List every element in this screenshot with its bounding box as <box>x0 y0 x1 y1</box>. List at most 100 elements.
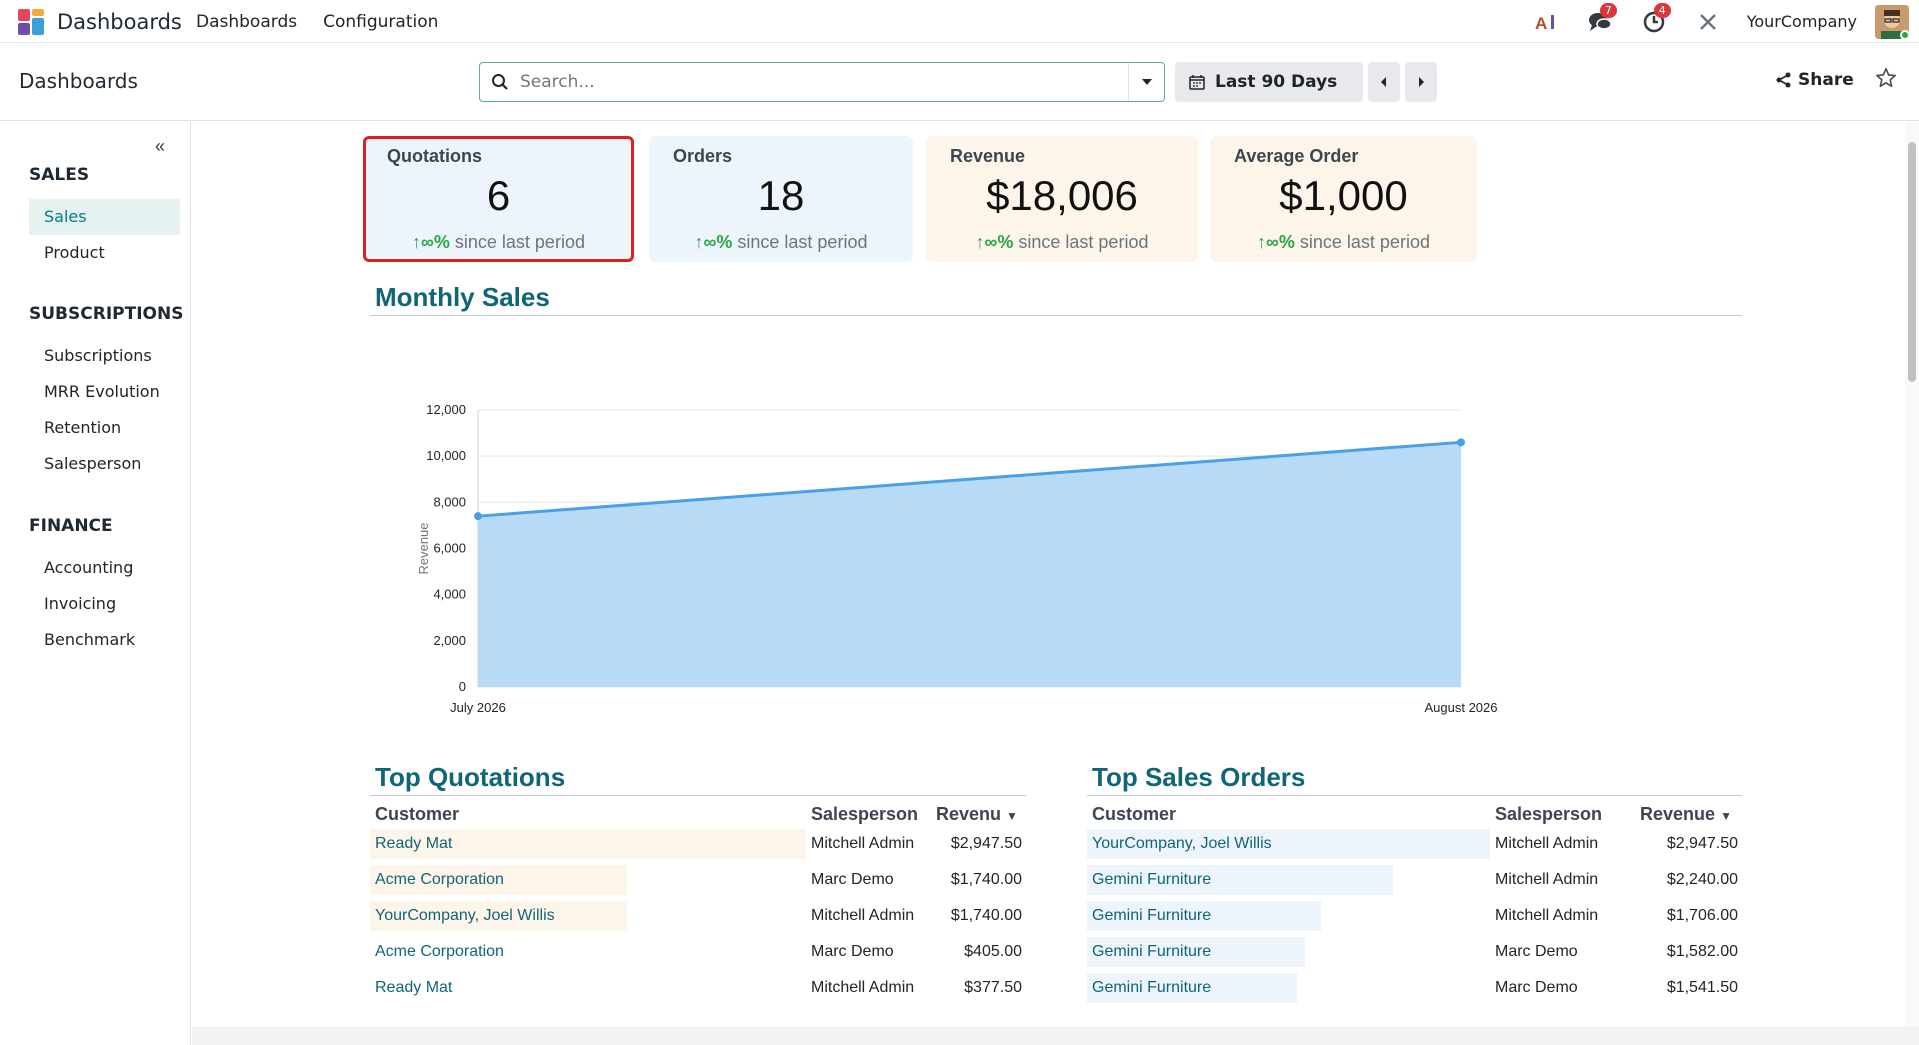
date-filter-button[interactable]: Last 90 Days <box>1175 62 1363 102</box>
sidebar-item-salesperson[interactable]: Salesperson <box>44 454 142 473</box>
top-quotations-title: Top Quotations <box>375 762 566 792</box>
revenue-cell: $2,240.00 <box>1666 871 1738 888</box>
revenue-cell: $1,541.50 <box>1666 979 1738 996</box>
table-row[interactable]: Gemini Furniture Marc Demo $1,582.00 <box>1087 935 1742 969</box>
y-tick-label: 0 <box>459 679 466 694</box>
kpi-trend-suffix: since last period <box>454 232 585 252</box>
column-header-revenue[interactable]: Revenu ▼ <box>936 804 1018 825</box>
sidebar-item-accounting[interactable]: Accounting <box>44 558 134 577</box>
y-tick-label: 12,000 <box>426 402 466 417</box>
kpi-trend-suffix: since last period <box>1018 232 1149 252</box>
collapse-sidebar-icon[interactable]: « <box>155 136 166 156</box>
customer-cell[interactable]: YourCompany, Joel Willis <box>1092 835 1272 852</box>
table-row[interactable]: Gemini Furniture Marc Demo $1,541.50 <box>1087 971 1742 1005</box>
customer-cell[interactable]: Ready Mat <box>375 979 453 996</box>
share-button[interactable]: Share <box>1776 70 1854 90</box>
activities-clock-icon[interactable]: 4 <box>1639 2 1671 37</box>
previous-period-button[interactable] <box>1368 62 1400 102</box>
series-line <box>477 440 1462 518</box>
search-input[interactable] <box>520 72 1128 92</box>
kpi-trend-value: ∞% <box>703 232 733 252</box>
kpi-value: 6 <box>486 172 511 219</box>
divider <box>370 315 1742 316</box>
revenue-cell: $405.00 <box>964 943 1022 960</box>
customer-cell[interactable]: Gemini Furniture <box>1092 979 1212 996</box>
sidebar-item-sales[interactable]: Sales <box>29 199 180 235</box>
kpi-label: Quotations <box>387 146 482 166</box>
kpi-orders[interactable]: Orders 18 ↑∞% since last period <box>649 136 913 262</box>
revenue-bar <box>1087 865 1394 895</box>
sort-down-icon: ▼ <box>1720 809 1732 823</box>
sidebar-item-mrr-evolution[interactable]: MRR Evolution <box>44 382 160 401</box>
table-row[interactable]: Acme Corporation Marc Demo $405.00 <box>370 935 1026 969</box>
app-name[interactable]: Dashboards <box>57 10 182 34</box>
column-header-salesperson[interactable]: Salesperson <box>1495 804 1603 824</box>
company-switcher[interactable]: YourCompany <box>1746 12 1857 31</box>
top-sales-orders-table: Customer Salesperson Revenue ▼ YourCompa… <box>1087 798 1742 1027</box>
menu-configuration[interactable]: Configuration <box>323 12 439 32</box>
breadcrumb: Dashboards <box>19 69 138 93</box>
sidebar-item-benchmark[interactable]: Benchmark <box>44 630 136 649</box>
next-period-button[interactable] <box>1405 62 1437 102</box>
table-row[interactable]: Acme Corporation Marc Demo $1,740.00 <box>370 863 1026 897</box>
kpi-quotations[interactable]: Quotations 6 ↑∞% since last period <box>363 136 634 262</box>
salesperson-cell: Mitchell Admin <box>811 979 915 996</box>
caret-down-icon <box>1141 79 1152 85</box>
menu-dashboards[interactable]: Dashboards <box>196 12 298 32</box>
vertical-scrollbar[interactable] <box>1905 122 1919 1027</box>
scrollbar-thumb[interactable] <box>1908 142 1916 382</box>
column-header-salesperson[interactable]: Salesperson <box>811 804 919 824</box>
customer-cell[interactable]: Acme Corporation <box>375 943 504 960</box>
revenue-bar <box>1087 973 1297 1003</box>
sidebar-item-product[interactable]: Product <box>44 243 105 262</box>
table-row[interactable]: Ready Mat Mitchell Admin $377.50 <box>370 971 1026 1005</box>
sidebar-item-subscriptions[interactable]: Subscriptions <box>44 346 152 365</box>
kpi-label: Orders <box>673 146 733 166</box>
revenue-bar <box>1087 937 1305 967</box>
monthly-sales-chart[interactable]: 0 2,000 4,000 6,000 8,000 10,000 12,000 Revenue… <box>392 337 1752 717</box>
favorite-star-icon[interactable] <box>1875 67 1897 94</box>
messages-icon[interactable]: 7 <box>1585 2 1617 37</box>
share-label: Share <box>1798 70 1854 90</box>
y-tick-label: 8,000 <box>433 494 466 509</box>
search-bar[interactable] <box>479 62 1165 102</box>
y-axis-label: Revenue <box>416 522 431 574</box>
tools-icon[interactable] <box>1693 7 1723 37</box>
kpi-label: Average Order <box>1234 146 1359 166</box>
ai-icon[interactable]: A <box>1531 7 1561 37</box>
salesperson-cell: Mitchell Admin <box>1495 907 1599 924</box>
sidebar-item-invoicing[interactable]: Invoicing <box>44 594 117 613</box>
table-row[interactable]: YourCompany, Joel Willis Mitchell Admin $2… <box>1087 827 1742 861</box>
horizontal-scroll-area <box>192 1027 1919 1045</box>
salesperson-cell: Marc Demo <box>811 871 894 888</box>
customer-cell[interactable]: Acme Corporation <box>375 871 504 888</box>
user-avatar[interactable] <box>1875 4 1909 39</box>
table-row[interactable]: Gemini Furniture Mitchell Admin $2,240.00 <box>1087 863 1742 897</box>
salesperson-cell: Mitchell Admin <box>1495 835 1599 852</box>
customer-cell[interactable]: Gemini Furniture <box>1092 907 1212 924</box>
customer-cell[interactable]: Ready Mat <box>375 835 453 852</box>
dashboards-app-icon[interactable] <box>17 8 45 36</box>
table-row[interactable]: Ready Mat Mitchell Admin $2,947.50 <box>370 827 1026 861</box>
sidebar-item-retention[interactable]: Retention <box>44 418 122 437</box>
table-row[interactable]: YourCompany, Joel Willis Mitchell Admin $1… <box>370 899 1026 933</box>
kpi-revenue[interactable]: Revenue $18,006 ↑∞% since last period <box>926 136 1198 262</box>
svg-text:A: A <box>1535 14 1547 32</box>
divider <box>1087 795 1742 796</box>
revenue-cell: $1,706.00 <box>1666 907 1738 924</box>
revenue-cell: $2,947.50 <box>950 835 1022 852</box>
customer-cell[interactable]: Gemini Furniture <box>1092 871 1212 888</box>
kpi-average-order[interactable]: Average Order $1,000 ↑∞% since last peri… <box>1210 136 1477 262</box>
table-row[interactable]: Gemini Furniture Mitchell Admin $1,706.00 <box>1087 899 1742 933</box>
search-options-toggle[interactable] <box>1128 63 1164 101</box>
caret-right-icon <box>1419 77 1424 87</box>
customer-cell[interactable]: Gemini Furniture <box>1092 943 1212 960</box>
sort-down-icon: ▼ <box>1006 809 1018 823</box>
revenue-cell: $377.50 <box>964 979 1022 996</box>
column-header-revenue[interactable]: Revenue ▼ <box>1640 804 1732 825</box>
column-header-customer[interactable]: Customer <box>375 804 460 824</box>
column-header-customer[interactable]: Customer <box>1092 804 1177 824</box>
trend-up-arrow-icon: ↑ <box>412 232 422 252</box>
kpi-label: Revenue <box>950 146 1026 166</box>
customer-cell[interactable]: YourCompany, Joel Willis <box>375 907 555 924</box>
